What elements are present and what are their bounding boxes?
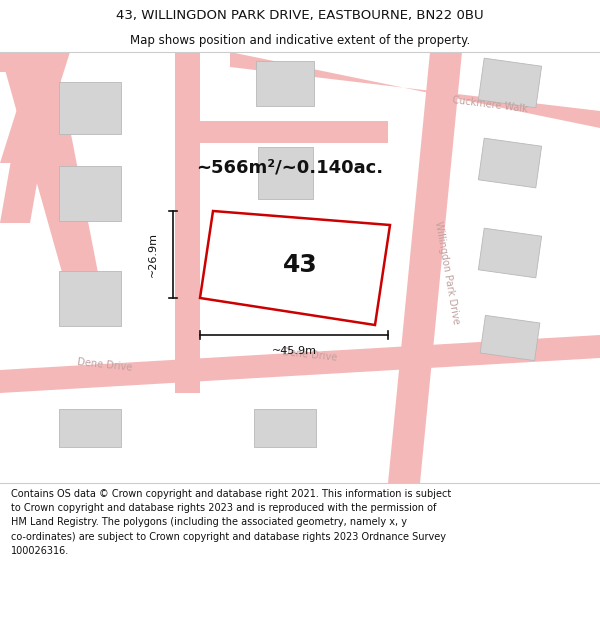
Text: Willingdon Park Drive: Willingdon Park Drive xyxy=(433,221,461,326)
Polygon shape xyxy=(256,61,314,106)
Polygon shape xyxy=(175,52,200,393)
Text: Cuckmere Walk: Cuckmere Walk xyxy=(452,96,528,114)
Polygon shape xyxy=(480,316,540,361)
Polygon shape xyxy=(59,271,121,326)
Polygon shape xyxy=(388,52,462,483)
Text: ~45.9m: ~45.9m xyxy=(271,346,317,356)
Text: Dene Drive: Dene Drive xyxy=(282,347,338,363)
Text: ~566m²/~0.140ac.: ~566m²/~0.140ac. xyxy=(196,159,383,177)
Polygon shape xyxy=(0,52,55,72)
Polygon shape xyxy=(59,409,121,447)
Text: Dene Drive: Dene Drive xyxy=(77,357,133,373)
Polygon shape xyxy=(59,166,121,221)
Polygon shape xyxy=(0,52,70,163)
Polygon shape xyxy=(478,228,542,278)
Text: Map shows position and indicative extent of the property.: Map shows position and indicative extent… xyxy=(130,34,470,47)
Polygon shape xyxy=(254,409,316,447)
Polygon shape xyxy=(230,52,600,128)
Text: 43: 43 xyxy=(283,253,317,277)
Polygon shape xyxy=(175,121,388,143)
Polygon shape xyxy=(59,82,121,134)
Text: 43, WILLINGDON PARK DRIVE, EASTBOURNE, BN22 0BU: 43, WILLINGDON PARK DRIVE, EASTBOURNE, B… xyxy=(116,9,484,22)
Polygon shape xyxy=(0,335,600,393)
Polygon shape xyxy=(257,147,313,199)
Polygon shape xyxy=(0,52,100,283)
Text: Contains OS data © Crown copyright and database right 2021. This information is : Contains OS data © Crown copyright and d… xyxy=(11,489,451,556)
Polygon shape xyxy=(478,58,542,108)
Text: ~26.9m: ~26.9m xyxy=(148,232,158,277)
Polygon shape xyxy=(478,138,542,188)
Polygon shape xyxy=(0,52,60,223)
